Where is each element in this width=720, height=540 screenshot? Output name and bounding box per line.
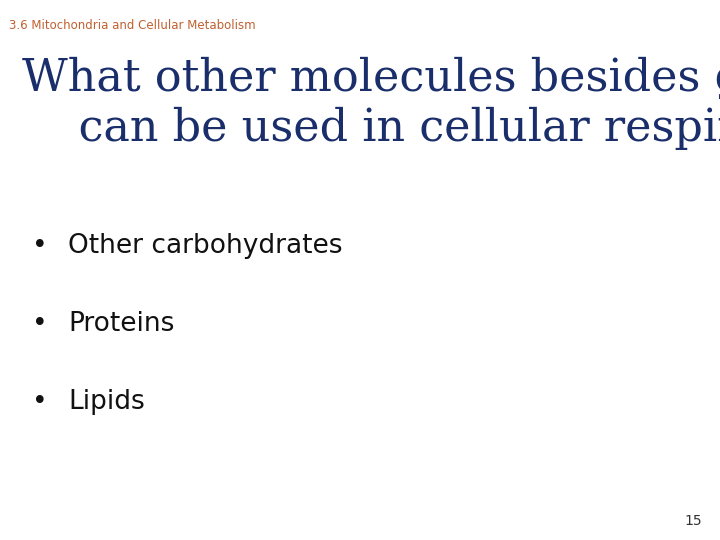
Text: 15: 15	[685, 514, 702, 528]
Text: 3.6 Mitochondria and Cellular Metabolism: 3.6 Mitochondria and Cellular Metabolism	[9, 19, 256, 32]
Text: •: •	[32, 233, 48, 259]
Text: What other molecules besides glucose
    can be used in cellular respiration?: What other molecules besides glucose can…	[22, 57, 720, 150]
Text: Other carbohydrates: Other carbohydrates	[68, 233, 343, 259]
Text: •: •	[32, 311, 48, 337]
Text: Lipids: Lipids	[68, 389, 145, 415]
Text: •: •	[32, 389, 48, 415]
Text: Proteins: Proteins	[68, 311, 175, 337]
